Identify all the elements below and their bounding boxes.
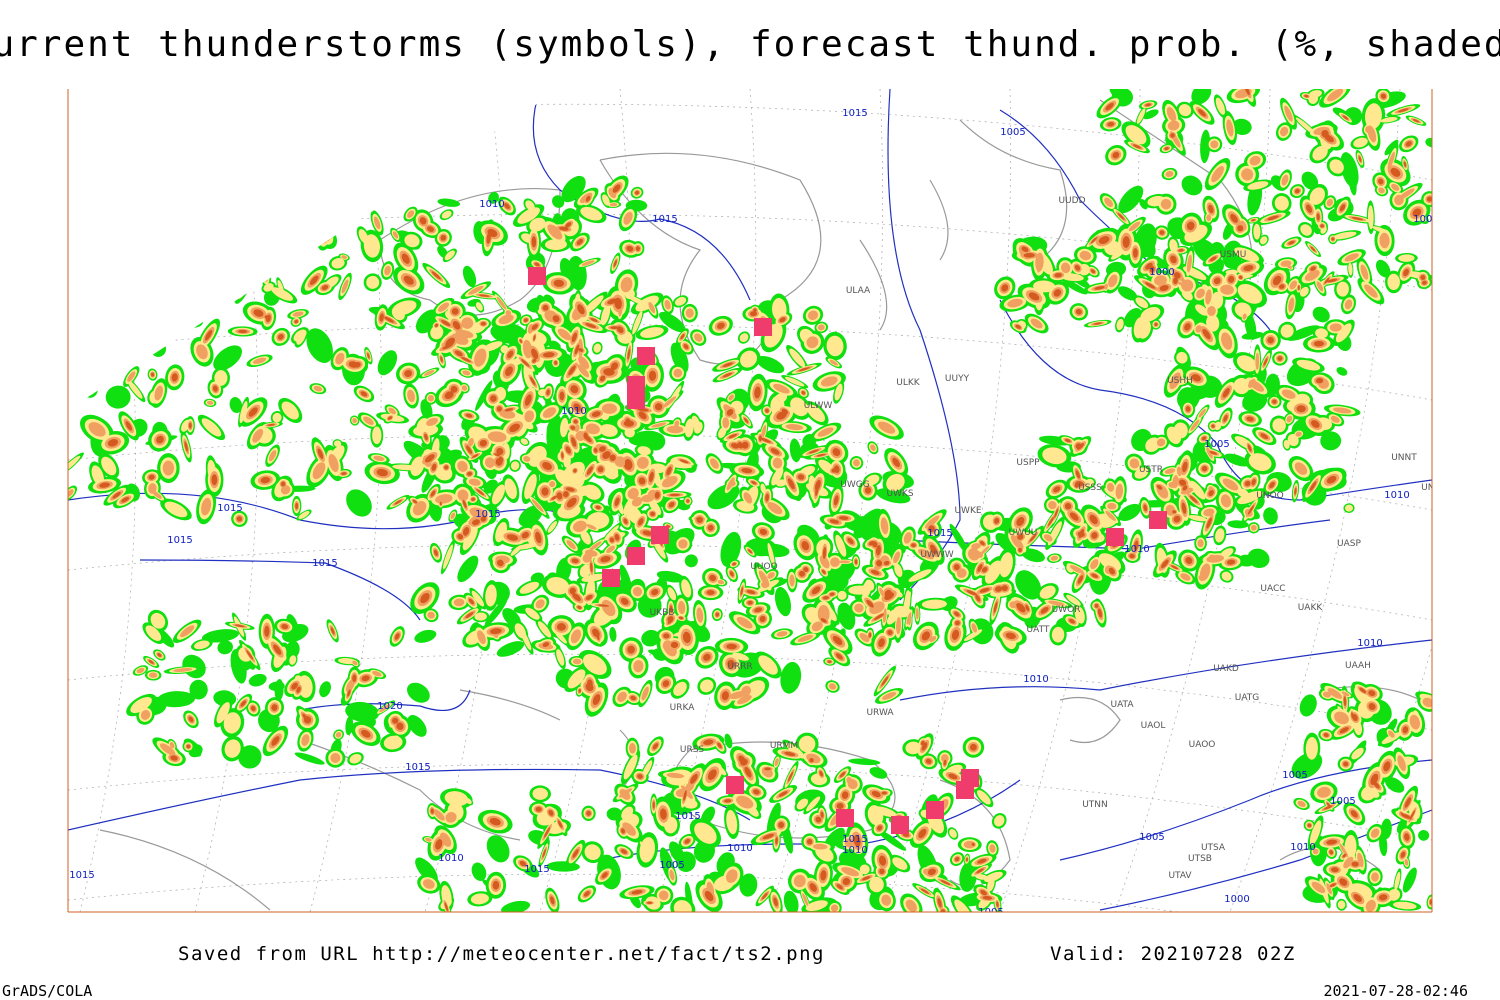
coastline [859, 179, 949, 331]
shade [188, 422, 192, 429]
shade [561, 175, 586, 203]
shade [306, 328, 333, 363]
shade [601, 403, 617, 414]
shade [457, 555, 479, 583]
shade [836, 802, 844, 810]
meridian [309, 89, 382, 912]
meridian [79, 89, 136, 912]
coastline [379, 187, 561, 316]
shade [462, 265, 477, 288]
shade [346, 489, 372, 517]
title: Current thunderstorms (symbols), forecas… [0, 24, 1500, 65]
shade [488, 191, 499, 204]
shade [484, 597, 508, 627]
shade [475, 380, 493, 411]
shade [706, 590, 715, 595]
isobar [899, 639, 1432, 701]
coastline [1059, 696, 1121, 744]
meridian [539, 89, 631, 912]
meridian [194, 89, 259, 912]
shade [377, 350, 398, 376]
shade [652, 801, 655, 809]
parallel [68, 543, 1432, 621]
isobar [1059, 759, 1432, 861]
shade [437, 245, 449, 259]
shade [213, 345, 243, 371]
isobar [532, 89, 751, 301]
shade [372, 426, 382, 445]
isobar [999, 299, 1432, 501]
shade [105, 385, 131, 409]
shade [552, 195, 565, 208]
parallel [68, 763, 1432, 841]
shade [1296, 405, 1306, 413]
coastline [959, 119, 1068, 261]
meridian [1344, 89, 1432, 912]
shade [1132, 247, 1138, 258]
isobar [299, 689, 471, 712]
meridian [1229, 89, 1401, 912]
shade [548, 340, 561, 351]
shade [330, 753, 341, 763]
shade [1009, 601, 1017, 609]
shade [229, 397, 243, 414]
shade [295, 502, 299, 510]
isobar [139, 559, 421, 621]
shade [646, 432, 666, 451]
shade [437, 198, 461, 207]
parallel [68, 323, 1432, 401]
isobar [1099, 809, 1432, 911]
parallel [68, 873, 1432, 912]
shade [911, 543, 916, 548]
shade [211, 474, 218, 486]
